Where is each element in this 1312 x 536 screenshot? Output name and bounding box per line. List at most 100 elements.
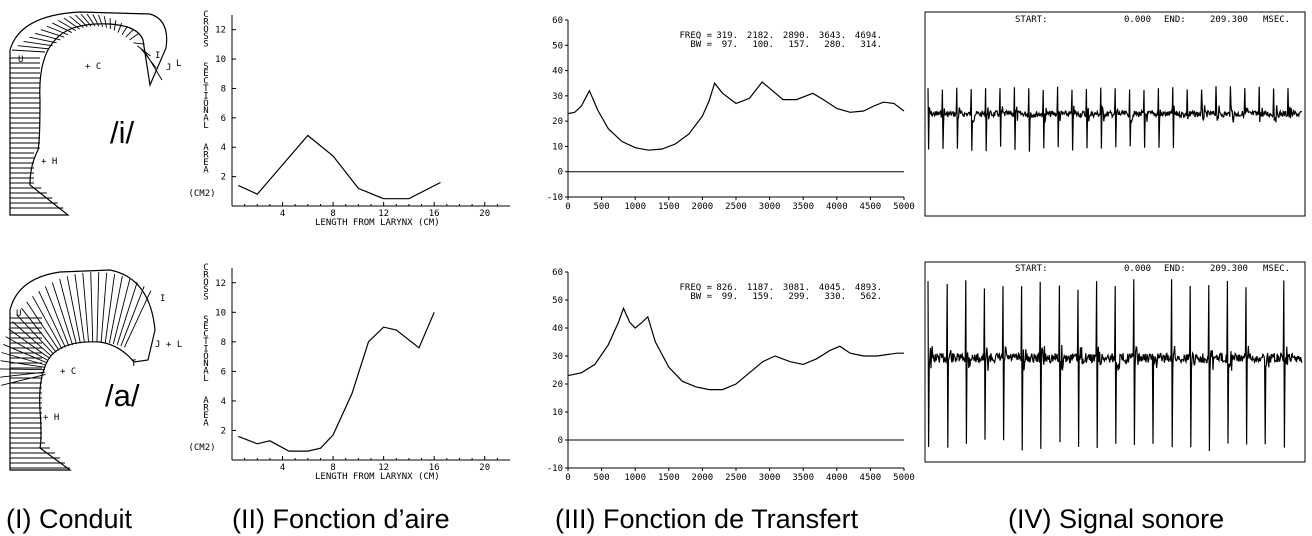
bw-label: BW = — [690, 40, 712, 50]
x-tick-label: 4000 — [826, 202, 848, 212]
x-tick-label: 3000 — [759, 473, 781, 483]
y-tick-label: 10 — [215, 308, 226, 318]
area-curve — [238, 134, 441, 200]
bandwidth-value: 100. — [752, 40, 774, 50]
formant-value: 1187. — [747, 283, 774, 293]
bandwidth-value: 314. — [860, 40, 882, 50]
formant-value: 4694. — [855, 31, 882, 41]
y-tick-label: 12 — [215, 26, 226, 36]
x-tick-label: 1000 — [624, 473, 646, 483]
vocal-tract-a: + C + H U I J + L T /a/ — [0, 269, 182, 471]
signal-waveform-i — [927, 86, 1303, 152]
y-tick-label: 10 — [215, 55, 226, 65]
signal-unit-i: MSEC. — [1263, 15, 1290, 25]
caption-signal: (IV) Signal sonore — [1008, 504, 1224, 534]
y-axis-label-char: O — [203, 352, 208, 362]
hatch-line — [8, 328, 50, 359]
hatch-line — [86, 13, 96, 27]
hatch-line — [96, 272, 100, 343]
x-tick-label: 2000 — [692, 473, 714, 483]
y-axis-label-char: A — [203, 367, 209, 377]
tract-outline-outer-a — [9, 269, 156, 471]
tract-outline-outer-i — [9, 11, 168, 216]
y-axis-label-char: R — [203, 270, 209, 280]
landmark-t-a: T — [131, 359, 137, 369]
landmark-j-a: J — [155, 340, 160, 350]
x-tick-label: 4 — [280, 463, 285, 473]
y-axis-unit: (CM2) — [188, 443, 215, 453]
hatch-line — [5, 336, 49, 361]
hatch-line — [108, 276, 123, 344]
x-tick-label: 500 — [593, 202, 609, 212]
x-tick-label: 4000 — [826, 473, 848, 483]
x-tick-label: 4 — [280, 209, 285, 219]
hatch-line — [125, 29, 134, 38]
tract-hatch-left-a — [10, 317, 70, 469]
hatch-line — [74, 274, 85, 343]
x-tick-label: 8 — [330, 209, 335, 219]
x-axis-label: LENGTH FROM LARYNX (CM) — [315, 472, 440, 482]
landmark-j-i: J — [166, 63, 171, 73]
hatch-line — [123, 290, 152, 348]
y-axis-label-char: A — [203, 418, 209, 428]
y-tick-label: 50 — [552, 296, 563, 306]
landmark-h-a: + H — [43, 413, 59, 423]
formant-value: 3643. — [819, 31, 846, 41]
vowel-label-i: /i/ — [110, 115, 135, 150]
hatch-line — [129, 32, 140, 41]
hatch-line — [26, 301, 60, 351]
signal-panel-a: START: 0.000 END: 209.300 MSEC. — [924, 261, 1306, 463]
landmark-h-i: + H — [41, 157, 57, 167]
y-axis-label-char: S — [203, 62, 208, 72]
formant-value: 826. — [716, 283, 738, 293]
y-tick-label: 0 — [558, 168, 563, 178]
landmark-i-i: I — [155, 51, 160, 61]
x-tick-label: 3500 — [792, 473, 814, 483]
y-tick-label: 10 — [552, 142, 563, 152]
x-tick-label: 2500 — [725, 202, 747, 212]
x-tick-label: 0 — [565, 473, 570, 483]
x-tick-label: 12 — [378, 463, 389, 473]
y-axis-label-char: T — [203, 84, 209, 94]
y-axis-label-char: S — [203, 315, 208, 325]
x-tick-label: 4500 — [860, 473, 882, 483]
signal-waveform-a — [927, 279, 1303, 452]
landmark-l-i: L — [176, 59, 181, 69]
x-tick-label: 5000 — [893, 202, 915, 212]
hatch-line — [21, 307, 57, 353]
freq-label: FREQ = — [679, 31, 712, 41]
caption-transfert: (III) Fonction de Transfert — [555, 504, 859, 534]
y-axis-label-char: E — [203, 69, 208, 79]
signal-frame-i — [924, 11, 1306, 217]
bandwidth-value: 157. — [788, 40, 810, 50]
bandwidth-value: 330. — [824, 292, 846, 302]
formant-value: 4045. — [819, 283, 846, 293]
x-tick-label: 16 — [429, 209, 440, 219]
hatch-line — [51, 282, 73, 346]
formant-value: 4893. — [855, 283, 882, 293]
hatch-line — [23, 40, 53, 47]
hatch-line — [113, 20, 117, 31]
signal-start-label-i: START: — [1015, 15, 1048, 25]
y-axis-label-char: O — [203, 278, 208, 288]
hatch-line — [66, 276, 81, 344]
bandwidth-value: 299. — [788, 292, 810, 302]
y-axis-label-char: A — [203, 143, 209, 153]
signal-start-value-a: 0.000 — [1124, 264, 1151, 274]
transfer-curve — [567, 306, 904, 391]
x-axis-label: LENGTH FROM LARYNX (CM) — [315, 218, 440, 228]
hatch-line — [59, 278, 77, 345]
x-tick-label: 1500 — [658, 202, 680, 212]
hatch-line — [52, 22, 73, 33]
y-axis-label-char: I — [203, 344, 208, 354]
hatch-line — [90, 272, 94, 343]
y-tick-label: -10 — [547, 193, 563, 203]
landmark-c-i: + C — [85, 62, 101, 72]
hatch-line — [144, 51, 163, 81]
hatch-line — [63, 17, 80, 30]
landmark-l-a: + L — [166, 340, 182, 350]
y-axis-label-char: L — [203, 121, 208, 131]
hatch-line — [29, 36, 57, 44]
